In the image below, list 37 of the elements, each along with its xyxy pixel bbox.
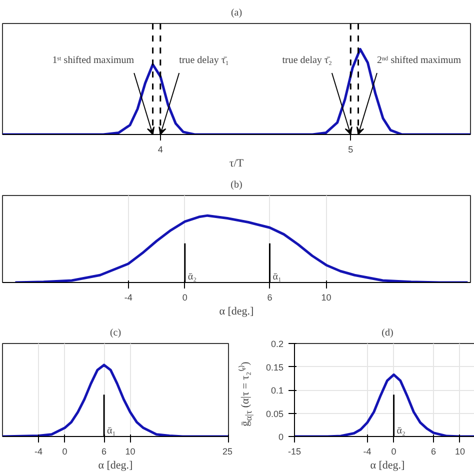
y-tick-label: 0.2 xyxy=(270,339,284,349)
x-tick-label: 25 xyxy=(222,446,233,456)
x-tick-label: 10 xyxy=(125,446,136,456)
ref-line-label: ᾱ₁ xyxy=(272,272,282,282)
y-tick-label: 0.15 xyxy=(266,362,284,372)
chart-title: (b) xyxy=(230,180,242,190)
annotation: true delay τ̄₁ xyxy=(179,55,229,66)
annotation: true delay τ̄₂ xyxy=(282,55,332,66)
x-tick-label: 6 xyxy=(267,292,272,302)
x-tick-label: 0 xyxy=(62,446,68,456)
ref-line-label: ᾱ₂ xyxy=(396,426,406,436)
x-tick-label: -4 xyxy=(124,292,132,302)
annotation: 1ˢᵗ shifted maximum xyxy=(52,55,134,66)
x-tick-label: 0 xyxy=(182,292,188,302)
y-tick-label: 0.05 xyxy=(266,408,284,419)
y-tick-label: 0 xyxy=(278,432,284,442)
chart-title: (d) xyxy=(382,328,394,338)
x-axis-title: α [deg.] xyxy=(370,460,405,472)
chart-title: (a) xyxy=(230,8,242,18)
x-tick-label: -4 xyxy=(34,446,43,456)
annotation: 2ⁿᵈ shifted maximum xyxy=(376,55,462,66)
x-axis-title: α [deg.] xyxy=(219,306,254,318)
x-tick-label: 5 xyxy=(348,144,354,154)
ref-line-label: ᾱ₂ xyxy=(188,272,197,282)
x-tick-label: 0 xyxy=(391,446,396,456)
x-tick-label: 6 xyxy=(431,446,436,456)
x-tick-label: -4 xyxy=(363,446,372,456)
chart-title: (c) xyxy=(110,328,122,338)
y-tick-label: 0.1 xyxy=(270,386,284,396)
ref-line-label: ᾱ₁ xyxy=(107,426,116,436)
x-axis-title: α [deg.] xyxy=(98,460,133,472)
x-tick-label: -15 xyxy=(288,446,302,456)
x-tick-label: 10 xyxy=(321,292,332,302)
x-axis-title: τ/T xyxy=(229,158,244,170)
x-tick-label: 4 xyxy=(158,144,163,154)
x-tick-label: 10 xyxy=(454,446,465,456)
x-tick-label: 6 xyxy=(102,446,107,456)
